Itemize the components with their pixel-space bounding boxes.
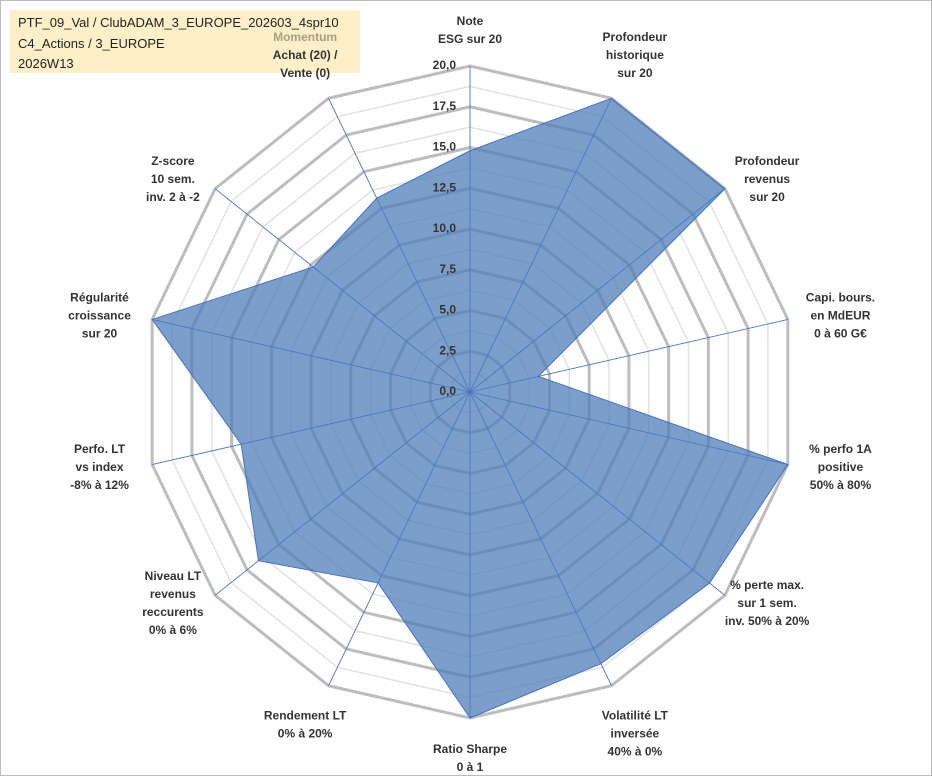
category-label-line: positive <box>818 460 864 474</box>
category-label-line: sur 20 <box>617 66 653 80</box>
category-label-line: % perte max. <box>730 578 804 592</box>
tick-label: 20,0 <box>433 58 457 72</box>
category-label-line: ESG sur 20 <box>438 32 502 46</box>
header-box <box>10 10 360 73</box>
category-label-line: Volatilité LT <box>602 709 669 723</box>
category-label: Volatilité LT inversée 40% à 0% <box>602 709 669 759</box>
category-label-line: Vente (0) <box>280 66 330 80</box>
axis-line <box>214 188 471 393</box>
category-label: Perfo. LT vs index -8% à 12% <box>70 442 129 492</box>
category-label-line: inv. 50% à 20% <box>725 614 810 628</box>
category-label-line: Momentum <box>273 30 337 44</box>
axis-line <box>328 391 471 686</box>
category-label-line: Achat (20) / <box>273 48 338 62</box>
category-label-line: sur 1 sem. <box>737 596 796 610</box>
header-line: PTF_09_Val / ClubADAM_3_EUROPE_202603_4s… <box>18 15 339 30</box>
tick-label: 10,0 <box>433 221 457 235</box>
category-label-line: en MdEUR <box>810 309 870 323</box>
tick-label: 0,0 <box>439 384 456 398</box>
axis-line <box>214 391 471 596</box>
tick-label: 15,0 <box>433 140 457 154</box>
category-label-line: 10 sem. <box>151 172 195 186</box>
category-label-line: Rendement LT <box>264 709 347 723</box>
category-label-line: Note <box>457 14 484 28</box>
axis-line <box>469 391 788 465</box>
axis-line <box>469 319 788 393</box>
tick-label: 7,5 <box>439 262 456 276</box>
category-label-line: Profondeur <box>735 154 800 168</box>
tick-label: 2,5 <box>439 343 456 357</box>
category-label-line: reccurents <box>142 605 204 619</box>
category-label-line: % perfo 1A <box>809 442 872 456</box>
category-label-line: Ratio Sharpe <box>433 742 507 756</box>
category-label-line: inversée <box>611 727 660 741</box>
axis-line <box>152 391 471 465</box>
axis-line <box>469 98 612 393</box>
axis-line <box>469 391 612 686</box>
tick-label: 5,0 <box>439 303 456 317</box>
category-label: Régularité croissance sur 20 <box>68 291 131 341</box>
category-label-line: Régularité <box>70 291 129 305</box>
category-label: Momentum Achat (20) / Vente (0) <box>273 30 338 80</box>
axis-line <box>328 98 471 393</box>
category-label-line: revenus <box>150 587 196 601</box>
category-label-line: 0 à 60 G€ <box>814 327 867 341</box>
category-label: Rendement LT 0% à 20% <box>264 709 347 741</box>
category-label-line: 50% à 80% <box>810 478 872 492</box>
category-label: % perte max. sur 1 sem. inv. 50% à 20% <box>725 578 810 628</box>
category-label-line: -8% à 12% <box>70 478 129 492</box>
header-line: C4_Actions / 3_EUROPE <box>18 36 165 51</box>
category-label: Capi. bours. en MdEUR 0 à 60 G€ <box>806 291 875 341</box>
category-label-line: 40% à 0% <box>608 745 663 759</box>
category-label: Note ESG sur 20 <box>438 14 502 46</box>
tick-label: 12,5 <box>433 180 457 194</box>
axis-line <box>469 391 726 596</box>
category-label-line: revenus <box>744 172 790 186</box>
category-label: Profondeur revenus sur 20 <box>735 154 800 204</box>
category-label: Profondeur historique sur 20 <box>603 30 668 80</box>
category-label: Z-score 10 sem. inv. 2 à -2 <box>146 154 200 204</box>
header-line: 2026W13 <box>18 56 74 71</box>
category-label-line: vs index <box>76 460 124 474</box>
category-label: Ratio Sharpe 0 à 1 <box>433 742 507 774</box>
category-label-line: 0% à 20% <box>278 727 333 741</box>
category-label: Niveau LT revenus reccurents 0% à 6% <box>142 569 204 637</box>
category-label-line: Niveau LT <box>145 569 202 583</box>
category-label-line: Profondeur <box>603 30 668 44</box>
category-label-line: Z-score <box>151 154 195 168</box>
category-label-line: croissance <box>68 309 131 323</box>
category-label-line: historique <box>606 48 664 62</box>
category-label-line: 0 à 1 <box>457 760 484 774</box>
tick-label: 17,5 <box>433 99 457 113</box>
axis-line <box>469 188 726 393</box>
category-label-line: sur 20 <box>82 327 118 341</box>
category-label-line: 0% à 6% <box>149 623 197 637</box>
category-label: % perfo 1A positive 50% à 80% <box>809 442 872 492</box>
category-label-line: Capi. bours. <box>806 291 875 305</box>
category-label-line: sur 20 <box>749 190 785 204</box>
category-label-line: inv. 2 à -2 <box>146 190 200 204</box>
category-label-line: Perfo. LT <box>74 442 126 456</box>
axis-line <box>152 319 471 393</box>
